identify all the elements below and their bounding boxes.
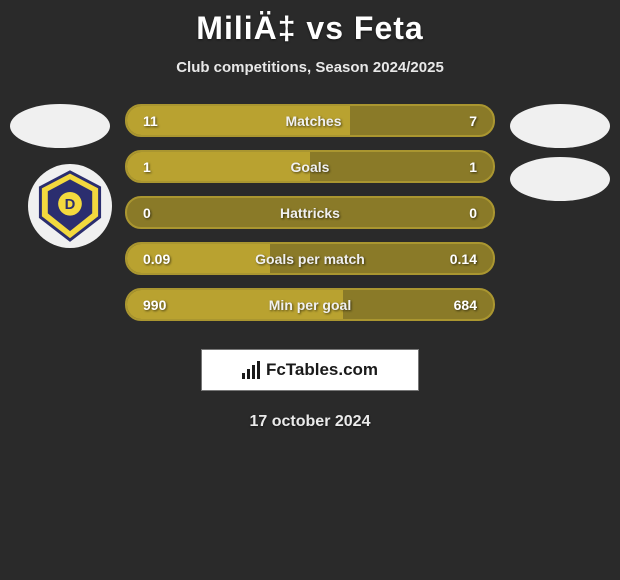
- player-left-avatar: [10, 104, 110, 148]
- stat-right-value: 7: [469, 113, 477, 129]
- comparison-widget: MiliÄ‡ vs Feta Club competitions, Season…: [0, 0, 620, 431]
- stat-right-value: 0: [469, 205, 477, 221]
- stats-area: D 11 Matches 7 1 Goals 1 0 Hattricks 0: [0, 104, 620, 321]
- stat-label: Hattricks: [280, 205, 340, 221]
- stat-row-hattricks: 0 Hattricks 0: [125, 196, 495, 229]
- svg-text:D: D: [65, 197, 76, 213]
- player-right-avatar: [510, 104, 610, 148]
- stat-row-matches: 11 Matches 7: [125, 104, 495, 137]
- stat-left-value: 1: [143, 159, 151, 175]
- domzale-badge-icon: D: [33, 169, 107, 243]
- stat-label: Goals: [291, 159, 330, 175]
- subtitle: Club competitions, Season 2024/2025: [0, 59, 620, 76]
- stat-label: Matches: [285, 113, 341, 129]
- fctables-link[interactable]: FcTables.com: [201, 349, 419, 391]
- bar-chart-icon: [242, 361, 260, 379]
- stat-rows: 11 Matches 7 1 Goals 1 0 Hattricks 0 0.0…: [125, 104, 495, 321]
- stat-right-value: 684: [454, 297, 477, 313]
- stat-row-mpg: 990 Min per goal 684: [125, 288, 495, 321]
- stat-left-value: 0: [143, 205, 151, 221]
- page-title: MiliÄ‡ vs Feta: [0, 10, 620, 47]
- club-left-badge: D: [28, 164, 112, 248]
- stat-label: Min per goal: [269, 297, 351, 313]
- logo-text: FcTables.com: [266, 360, 378, 380]
- stat-row-gpm: 0.09 Goals per match 0.14: [125, 242, 495, 275]
- stat-left-value: 0.09: [143, 251, 170, 267]
- date-text: 17 october 2024: [0, 413, 620, 431]
- stat-label: Goals per match: [255, 251, 365, 267]
- stat-right-value: 0.14: [450, 251, 477, 267]
- stat-left-value: 990: [143, 297, 166, 313]
- club-right-avatar: [510, 157, 610, 201]
- stat-fill: [127, 152, 310, 181]
- stat-right-value: 1: [469, 159, 477, 175]
- stat-row-goals: 1 Goals 1: [125, 150, 495, 183]
- stat-left-value: 11: [143, 113, 158, 129]
